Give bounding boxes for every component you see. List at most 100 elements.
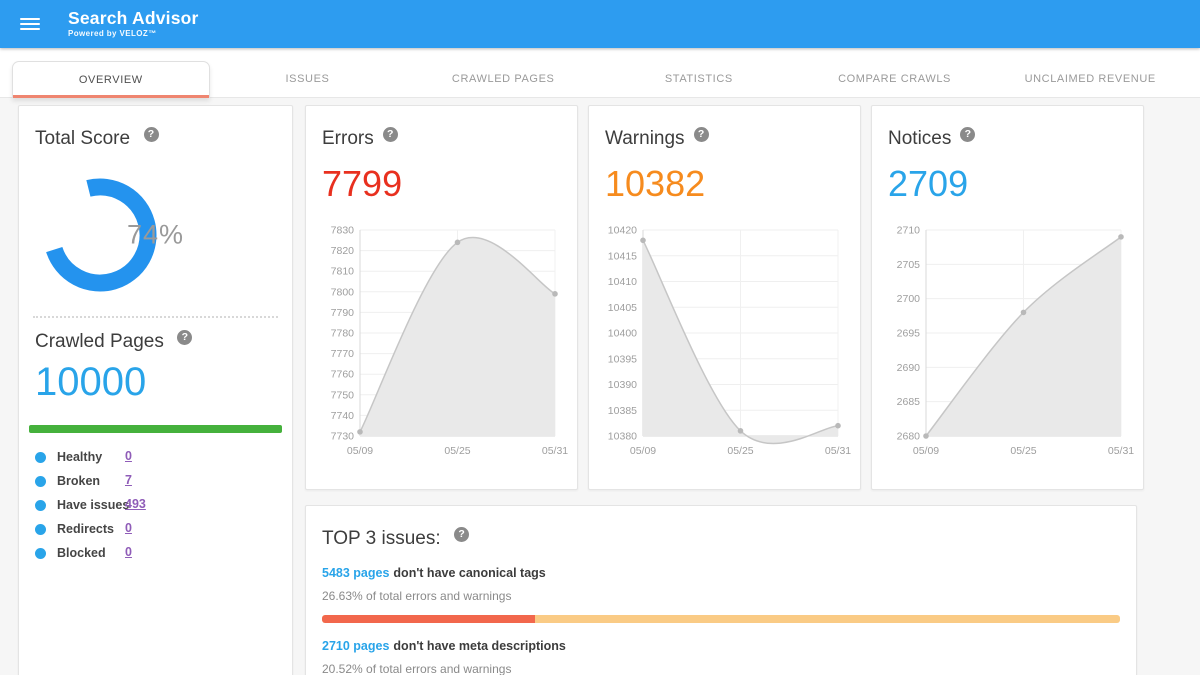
svg-text:7770: 7770 bbox=[331, 348, 355, 360]
errors-chart: 7730 7740 7750 7760 7770 7780 7790 7800 7810 7820… bbox=[322, 222, 569, 462]
svg-text:05/31: 05/31 bbox=[1108, 445, 1134, 457]
bullet-icon bbox=[35, 548, 46, 559]
legend-value-link[interactable]: 0 bbox=[125, 545, 132, 559]
main-content: Total Score 74% Crawled Pages 10000 Heal… bbox=[0, 98, 1200, 675]
total-score-donut: 74% bbox=[35, 170, 276, 300]
help-icon[interactable] bbox=[454, 527, 470, 542]
tab-statistics[interactable]: STATISTICS bbox=[664, 73, 733, 85]
notices-header: Notices bbox=[888, 127, 1127, 150]
tab-unclaimed-revenue[interactable]: UNCLAIMED REVENUE bbox=[1024, 73, 1156, 85]
warnings-value: 10382 bbox=[605, 163, 706, 204]
svg-text:05/09: 05/09 bbox=[347, 445, 373, 457]
help-icon[interactable] bbox=[177, 330, 193, 345]
legend-label: Blocked bbox=[57, 546, 106, 560]
issue-pages-link[interactable]: 2710 pages bbox=[322, 639, 390, 653]
svg-text:2700: 2700 bbox=[897, 293, 921, 305]
tab-issues[interactable]: ISSUES bbox=[285, 73, 330, 85]
bullet-icon bbox=[35, 452, 46, 463]
svg-text:7830: 7830 bbox=[331, 225, 355, 237]
svg-text:7760: 7760 bbox=[331, 369, 355, 381]
svg-text:10395: 10395 bbox=[608, 353, 637, 365]
issue-description: 5483 pages don't have canonical tags bbox=[322, 566, 1120, 580]
svg-text:2710: 2710 bbox=[897, 225, 921, 237]
svg-text:2680: 2680 bbox=[897, 431, 921, 443]
tab-bar: OVERVIEW ISSUES CRAWLED PAGES STATISTICS COM… bbox=[0, 48, 1200, 98]
bullet-icon bbox=[35, 476, 46, 487]
errors-title: Errors bbox=[322, 128, 374, 149]
issue-text: don't have meta descriptions bbox=[393, 639, 566, 653]
legend-value-link[interactable]: 0 bbox=[125, 521, 132, 535]
issue-share: 20.52% of total errors and warnings bbox=[322, 662, 512, 675]
legend-row-blocked: Blocked 0 bbox=[35, 544, 276, 568]
svg-text:10385: 10385 bbox=[608, 405, 637, 417]
legend-row-healthy: Healthy 0 bbox=[35, 448, 276, 472]
svg-text:7810: 7810 bbox=[331, 266, 355, 278]
svg-text:7780: 7780 bbox=[331, 328, 355, 340]
total-score-title: Total Score bbox=[35, 128, 131, 149]
issue-item: 5483 pages don't have canonical tags 26.63… bbox=[322, 566, 1120, 623]
svg-text:7730: 7730 bbox=[331, 431, 355, 443]
legend-row-redirects: Redirects 0 bbox=[35, 520, 276, 544]
legend-value-link[interactable]: 0 bbox=[125, 449, 132, 463]
legend-value-link[interactable]: 493 bbox=[125, 497, 146, 511]
svg-text:7740: 7740 bbox=[331, 410, 355, 422]
legend-label: Healthy bbox=[57, 450, 103, 464]
crawled-pages-bar bbox=[29, 425, 282, 433]
issue-share: 26.63% of total errors and warnings bbox=[322, 589, 512, 603]
metric-card-notices: Notices 2709 2680 2685 2690 2695 2700 2705 2710 0… bbox=[871, 105, 1144, 490]
crawled-pages-title: Crawled Pages bbox=[35, 331, 164, 352]
legend-value-link[interactable]: 7 bbox=[125, 473, 132, 487]
svg-text:05/09: 05/09 bbox=[913, 445, 939, 457]
svg-text:10405: 10405 bbox=[608, 302, 637, 314]
legend-label: Redirects bbox=[57, 522, 114, 536]
metric-card-errors: Errors 7799 7730 7740 7750 7760 7770 7780 7790 78… bbox=[305, 105, 578, 490]
svg-text:10380: 10380 bbox=[608, 431, 637, 443]
svg-text:2705: 2705 bbox=[897, 259, 921, 271]
issue-pages-link[interactable]: 5483 pages bbox=[322, 566, 390, 580]
crawled-pages-legend: Healthy 0 Broken 7 Have issues 493 Redirects 0 B… bbox=[35, 448, 276, 568]
svg-text:7790: 7790 bbox=[331, 307, 355, 319]
app-subtitle: Powered by VELOZ™ bbox=[68, 29, 157, 39]
svg-text:10400: 10400 bbox=[608, 328, 637, 340]
notices-value: 2709 bbox=[888, 163, 969, 204]
top-issues-title: TOP 3 issues: bbox=[322, 528, 441, 549]
legend-row-broken: Broken 7 bbox=[35, 472, 276, 496]
help-icon[interactable] bbox=[693, 127, 709, 142]
total-score-value: 74% bbox=[126, 219, 185, 250]
svg-text:05/25: 05/25 bbox=[1010, 445, 1036, 457]
svg-text:05/31: 05/31 bbox=[825, 445, 851, 457]
svg-text:7800: 7800 bbox=[331, 286, 355, 298]
notices-chart: 2680 2685 2690 2695 2700 2705 2710 05/09 05/25 05… bbox=[888, 222, 1135, 462]
warnings-header: Warnings bbox=[605, 127, 844, 150]
total-score-header: Total Score bbox=[35, 127, 276, 150]
svg-text:10415: 10415 bbox=[608, 250, 637, 262]
app-header: Search Advisor Powered by VELOZ™ bbox=[0, 0, 1200, 48]
issue-item: 2710 pages don't have meta descriptions 20… bbox=[322, 639, 1120, 675]
bullet-icon bbox=[35, 524, 46, 535]
top-issues-list: 5483 pages don't have canonical tags 26.63… bbox=[322, 566, 1120, 675]
menu-button[interactable] bbox=[16, 11, 44, 37]
help-icon[interactable] bbox=[960, 127, 976, 142]
bullet-icon bbox=[35, 500, 46, 511]
warnings-chart: 10380 10385 10390 10395 10400 10405 10410 10415… bbox=[605, 222, 851, 462]
svg-text:7820: 7820 bbox=[331, 245, 355, 257]
svg-text:05/25: 05/25 bbox=[727, 445, 753, 457]
errors-value: 7799 bbox=[322, 163, 403, 204]
app-title: Search Advisor bbox=[68, 7, 199, 28]
tab-overview[interactable]: OVERVIEW bbox=[12, 61, 210, 98]
issue-description: 2710 pages don't have meta descriptions bbox=[322, 639, 1120, 653]
help-icon[interactable] bbox=[382, 127, 398, 142]
svg-text:05/31: 05/31 bbox=[542, 445, 568, 457]
notices-title: Notices bbox=[888, 128, 952, 149]
svg-text:10410: 10410 bbox=[608, 276, 637, 288]
tab-crawled-pages[interactable]: CRAWLED PAGES bbox=[451, 73, 555, 85]
svg-text:7750: 7750 bbox=[331, 389, 355, 401]
svg-text:05/25: 05/25 bbox=[444, 445, 470, 457]
svg-text:2695: 2695 bbox=[897, 328, 921, 340]
errors-header: Errors bbox=[322, 127, 561, 150]
help-icon[interactable] bbox=[143, 127, 159, 142]
issue-text: don't have canonical tags bbox=[393, 566, 546, 580]
tab-compare-crawls[interactable]: COMPARE CRAWLS bbox=[838, 73, 951, 85]
summary-card: Total Score 74% Crawled Pages 10000 Heal… bbox=[18, 105, 293, 675]
